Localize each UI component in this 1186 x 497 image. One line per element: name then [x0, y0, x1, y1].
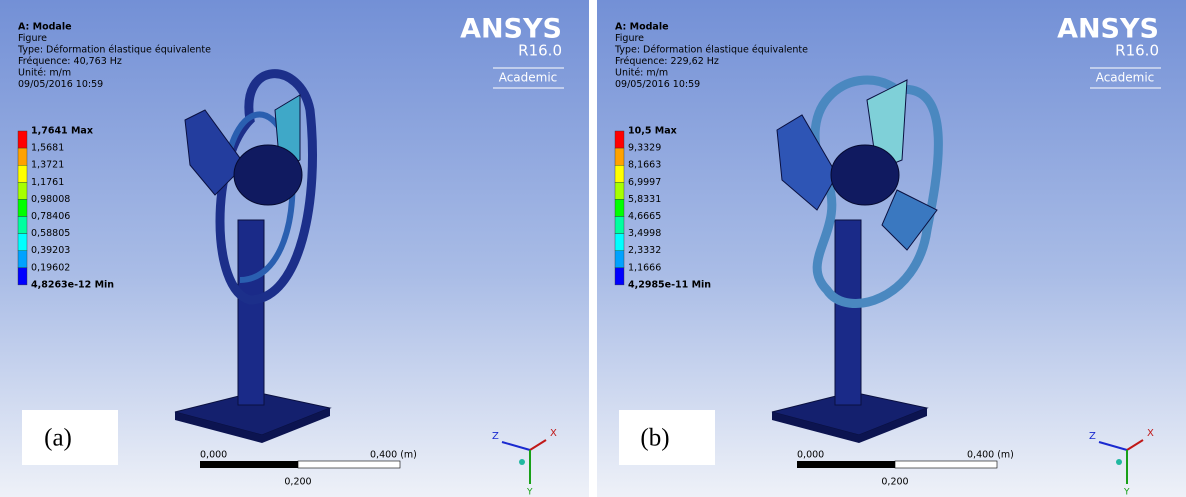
legend-label: 0,98008 — [31, 194, 70, 205]
logo-version: R16.0 — [1115, 42, 1159, 60]
logo-version: R16.0 — [518, 42, 562, 60]
logo-name: ANSYS — [1057, 14, 1159, 45]
legend-label: 1,3721 — [31, 160, 64, 171]
header-line: Unité: m/m — [18, 68, 71, 79]
scale-start: 0,000 — [797, 450, 824, 461]
header-line: A: Modale — [615, 22, 669, 33]
legend-color-band — [18, 199, 27, 216]
legend-color-band — [615, 131, 624, 148]
scale-bar-dark — [200, 461, 298, 468]
legend-color-band — [615, 268, 624, 285]
fan-hub — [234, 145, 302, 205]
scale-mid: 0,200 — [284, 477, 311, 488]
legend-label: 1,1761 — [31, 177, 64, 188]
logo-name: ANSYS — [460, 14, 562, 45]
legend-label: 0,39203 — [31, 245, 70, 256]
fan-hub — [831, 145, 899, 205]
triad-z-label: Z — [1089, 431, 1096, 442]
fan-pole — [835, 220, 861, 405]
scale-bar-dark — [797, 461, 895, 468]
scale-end: 0,400 (m) — [967, 450, 1014, 461]
legend-color-band — [615, 165, 624, 182]
legend-label: 4,2985e-11 Min — [628, 279, 711, 290]
triad-x-label: X — [1147, 428, 1154, 439]
header-line: Type: Déformation élastique équivalente — [17, 45, 211, 56]
legend-color-band — [18, 148, 27, 165]
legend-color-band — [18, 268, 27, 285]
logo-edition: Academic — [499, 71, 558, 85]
legend-label: 4,8263e-12 Min — [31, 279, 114, 290]
legend-color-band — [615, 234, 624, 251]
triad-origin — [1116, 459, 1122, 465]
scale-end: 0,400 (m) — [370, 450, 417, 461]
legend-label: 1,7641 Max — [31, 126, 93, 137]
legend-color-band — [18, 234, 27, 251]
legend-label: 1,1666 — [628, 262, 661, 273]
scale-bar-light — [298, 461, 400, 468]
legend-color-band — [18, 165, 27, 182]
header-line: Unité: m/m — [615, 68, 668, 79]
panel-label: (b) — [640, 425, 669, 452]
legend-color-band — [18, 182, 27, 199]
legend-color-band — [18, 251, 27, 268]
legend-color-band — [615, 217, 624, 234]
legend-label: 3,4998 — [628, 228, 661, 239]
legend-color-band — [615, 199, 624, 216]
legend-label: 2,3332 — [628, 245, 661, 256]
legend-label: 8,1663 — [628, 160, 661, 171]
fan-pole — [238, 220, 264, 405]
legend-color-band — [18, 217, 27, 234]
header-line: A: Modale — [18, 22, 72, 33]
header-line: Figure — [18, 33, 47, 44]
panel-label: (a) — [44, 425, 72, 452]
legend-label: 10,5 Max — [628, 126, 677, 137]
logo-edition: Academic — [1096, 71, 1155, 85]
legend-label: 9,3329 — [628, 143, 661, 154]
legend-color-band — [615, 182, 624, 199]
legend-label: 4,6665 — [628, 211, 661, 222]
header-line: Figure — [615, 33, 644, 44]
triad-y-label: Y — [526, 488, 533, 497]
legend-color-band — [615, 148, 624, 165]
legend-label: 0,78406 — [31, 211, 70, 222]
legend-label: 6,9997 — [628, 177, 661, 188]
legend-label: 0,58805 — [31, 228, 70, 239]
scale-bar-light — [895, 461, 997, 468]
legend-label: 0,19602 — [31, 262, 70, 273]
triad-y-label: Y — [1123, 488, 1130, 497]
legend-color-band — [18, 131, 27, 148]
legend-label: 5,8331 — [628, 194, 661, 205]
header-line: 09/05/2016 10:59 — [18, 79, 103, 90]
legend-color-band — [615, 251, 624, 268]
triad-x-label: X — [550, 428, 557, 439]
header-line: Fréquence: 40,763 Hz — [18, 56, 122, 67]
scale-mid: 0,200 — [881, 477, 908, 488]
legend-label: 1,5681 — [31, 143, 64, 154]
scale-start: 0,000 — [200, 450, 227, 461]
triad-z-label: Z — [492, 431, 499, 442]
header-line: Type: Déformation élastique équivalente — [614, 45, 808, 56]
figure: A: ModaleFigureType: Déformation élastiq… — [0, 0, 1186, 497]
header-line: 09/05/2016 10:59 — [615, 79, 700, 90]
triad-origin — [519, 459, 525, 465]
header-line: Fréquence: 229,62 Hz — [615, 56, 719, 67]
